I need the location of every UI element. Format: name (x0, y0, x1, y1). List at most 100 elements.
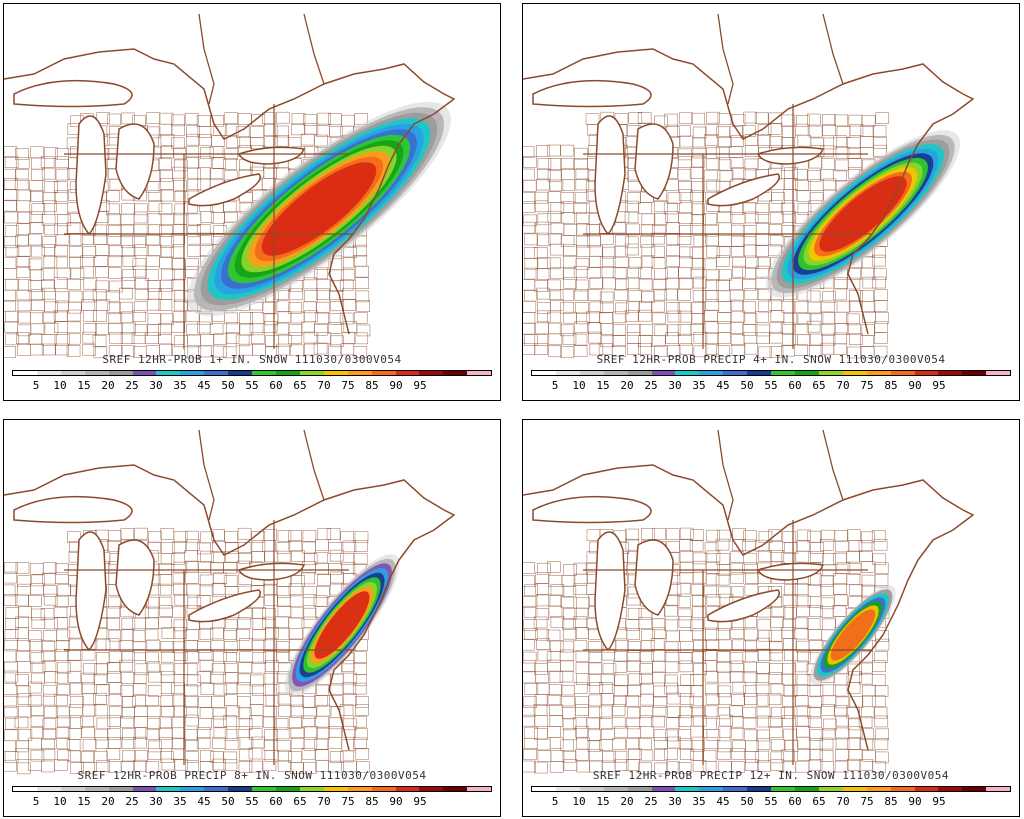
county-cell (523, 638, 535, 651)
county-cell (871, 695, 886, 708)
county-cell (198, 649, 213, 661)
county-cell (146, 255, 160, 267)
colorbar-swatch (986, 787, 1011, 791)
county-cell (796, 673, 811, 686)
colorbar-label: 75 (860, 795, 874, 808)
county-cell (705, 629, 719, 641)
colorbar-swatch (36, 371, 61, 375)
county-cell (654, 268, 668, 280)
colorbar-label: 95 (932, 795, 946, 808)
county-cell (731, 212, 746, 224)
county-cell (614, 759, 629, 771)
county-cell (314, 267, 328, 280)
county-cell (810, 542, 824, 554)
county-cell (546, 257, 561, 270)
county-cell (304, 123, 319, 135)
county-cell (664, 748, 678, 760)
county-cell (265, 695, 280, 707)
county-cell (356, 324, 371, 337)
county-cell (251, 331, 265, 344)
county-cell (41, 280, 55, 292)
county-cell (794, 660, 809, 673)
county-cell (743, 312, 758, 325)
county-cell (573, 202, 587, 214)
county-cell (782, 761, 796, 774)
county-cell (356, 761, 370, 773)
county-cell (174, 663, 189, 675)
county-cell (264, 729, 279, 741)
county-cell (548, 684, 563, 696)
county-cell (809, 313, 824, 326)
county-cell (107, 233, 121, 246)
county-cell (560, 596, 575, 608)
county-cell (783, 638, 797, 650)
county-cell (42, 728, 56, 740)
colorbar-swatch (914, 371, 939, 375)
county-cell (665, 211, 679, 223)
colorbar-swatch (371, 787, 396, 791)
county-cell (808, 696, 822, 709)
county-cell (576, 235, 590, 248)
county-cell (732, 740, 746, 752)
county-cell (235, 334, 250, 347)
colorbar-label: 35 (173, 379, 187, 392)
county-cell (833, 135, 847, 147)
colorbar-swatch (323, 371, 348, 375)
colorbar-label: 5 (32, 795, 40, 808)
county-cell (31, 299, 45, 311)
county-cell (729, 322, 744, 334)
county-cell (185, 651, 199, 664)
county-cell (679, 630, 693, 642)
lake-outline (75, 531, 107, 652)
county-cell (209, 167, 224, 180)
county-cell (574, 192, 589, 204)
county-cell (523, 322, 535, 335)
county-cell (329, 126, 343, 138)
county-cell (666, 717, 680, 730)
county-cell (81, 761, 95, 774)
county-cell (330, 299, 344, 312)
county-cell (146, 661, 161, 673)
county-cell (56, 727, 71, 739)
county-cell (185, 714, 199, 727)
county-cell (524, 289, 538, 302)
county-cell (794, 123, 809, 136)
county-cell (291, 123, 305, 136)
colorbar-label: 15 (596, 795, 610, 808)
county-cell (159, 728, 173, 740)
county-cell (718, 586, 732, 599)
county-cell (809, 192, 824, 205)
county-cell (705, 299, 719, 311)
county-cell (769, 649, 783, 662)
county-cell (718, 136, 732, 148)
colorbar-label: 85 (365, 379, 379, 392)
county-cell (523, 738, 538, 750)
county-cell (226, 136, 241, 149)
county-cell (29, 180, 43, 192)
county-cell (301, 321, 315, 334)
county-cell (300, 133, 315, 146)
province-borders (198, 429, 325, 521)
county-cell (615, 302, 629, 315)
colorbar-swatch (699, 787, 724, 791)
county-cell (290, 695, 304, 707)
county-cell (523, 180, 537, 192)
colorbar-label: 90 (908, 379, 922, 392)
county-cell (651, 232, 666, 245)
county-cell (148, 224, 162, 236)
colorbar-swatch (579, 787, 604, 791)
county-cell (355, 265, 369, 278)
county-cell (106, 213, 121, 225)
county-cell (677, 608, 692, 621)
county-cell (302, 586, 317, 599)
colorbar-label: 5 (32, 379, 40, 392)
colorbar-swatch (842, 371, 867, 375)
county-cell (262, 759, 277, 771)
county-cell (4, 638, 18, 650)
county-cell (173, 299, 188, 312)
county-cell (16, 266, 31, 278)
county-cell (742, 125, 756, 137)
county-cell (184, 696, 198, 708)
county-cell (561, 707, 576, 719)
county-cell (355, 696, 369, 708)
